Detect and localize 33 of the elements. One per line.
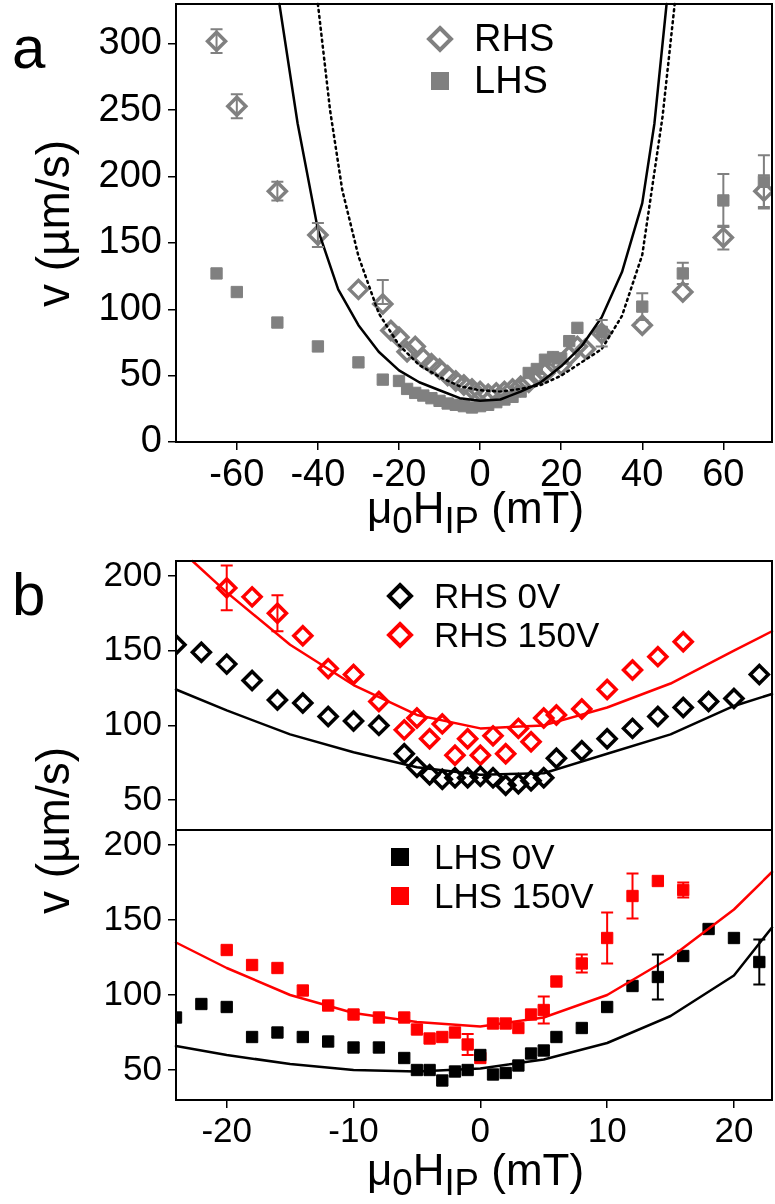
y-tick-label: 250 xyxy=(98,86,162,129)
text: a xyxy=(12,14,46,81)
x-tick-label: -40 xyxy=(290,452,346,495)
y-tick-label: 300 xyxy=(98,20,162,63)
legend-label: RHS 150V xyxy=(434,614,600,654)
legend-label: RHS xyxy=(474,17,555,60)
x-tick-label: 20 xyxy=(714,1109,754,1149)
x-tick-label: 0 xyxy=(469,452,491,495)
y-tick-label: 200 xyxy=(103,553,162,593)
y-tick-label: 50 xyxy=(123,777,162,817)
x-tick-label: 40 xyxy=(621,452,664,495)
legend-label: LHS 150V xyxy=(434,875,594,915)
legend-label: LHS xyxy=(474,58,548,102)
y-tick-label: 100 xyxy=(103,972,162,1012)
y-tick-label: 50 xyxy=(123,1047,162,1087)
y-tick-label: 100 xyxy=(98,285,162,328)
y-tick-label: 150 xyxy=(103,628,162,668)
y-axis-title: v (µm/s) xyxy=(27,139,79,307)
y-tick-label: 150 xyxy=(98,219,162,262)
y-tick-label: 200 xyxy=(103,822,162,862)
y-tick-label: 100 xyxy=(103,703,162,743)
text: b xyxy=(12,561,46,628)
legend-label: RHS 0V xyxy=(434,576,561,616)
y-tick-label: 200 xyxy=(98,153,162,196)
x-tick-label: 10 xyxy=(587,1109,627,1149)
legend-label: LHS 0V xyxy=(434,837,555,877)
x-tick-label: 60 xyxy=(702,452,745,495)
x-tick-label: -60 xyxy=(209,452,265,495)
y-tick-label: 50 xyxy=(119,352,162,395)
y-tick-label: 150 xyxy=(103,897,162,937)
y-tick-label: 0 xyxy=(140,418,162,461)
x-tick-label: -20 xyxy=(201,1109,253,1149)
y-axis-title: v (µm/s) xyxy=(27,746,79,915)
